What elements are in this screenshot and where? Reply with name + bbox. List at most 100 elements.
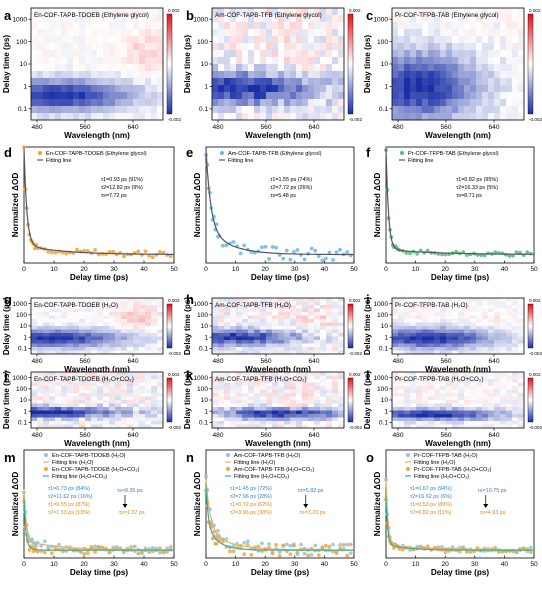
x-tick-label: 10 xyxy=(50,561,58,568)
heatmap-cell xyxy=(115,85,122,93)
heatmap-cell xyxy=(416,22,423,30)
heatmap-cell xyxy=(446,29,453,37)
heatmap-cell xyxy=(37,92,44,100)
heatmap-cell xyxy=(464,424,471,429)
heatmap-cell xyxy=(151,22,158,30)
heatmap-cell xyxy=(133,375,140,380)
heatmap-cell xyxy=(224,8,231,16)
heatmap-cell xyxy=(320,372,327,376)
heatmap-cell xyxy=(260,43,267,51)
heatmap-cell xyxy=(464,99,471,107)
heatmap-cell xyxy=(230,389,237,394)
heatmap-cell xyxy=(296,8,303,16)
heatmap-cell xyxy=(470,50,477,58)
heatmap-cell xyxy=(115,308,122,313)
heatmap-cell xyxy=(254,113,261,121)
heatmap-cell xyxy=(446,400,453,404)
y-tick-label: 1000 xyxy=(12,16,27,23)
heatmap-cell xyxy=(320,57,327,65)
heatmap-cell xyxy=(308,414,315,418)
heatmap-cell xyxy=(290,382,297,387)
heatmap-cell xyxy=(488,386,495,390)
heatmap-cell xyxy=(296,71,303,79)
heatmap-cell xyxy=(230,113,237,121)
heatmap-cell xyxy=(157,326,164,330)
y-axis-label: Normalized ΔOD xyxy=(193,472,202,537)
heatmap-cell xyxy=(404,301,411,306)
heatmap-cell xyxy=(422,319,429,323)
heatmap-cell xyxy=(398,407,405,411)
heatmap-cell xyxy=(97,382,104,387)
heatmap-cell xyxy=(67,343,74,348)
heatmap-cell xyxy=(43,85,50,93)
heatmap-cell xyxy=(37,85,44,93)
heatmap-cell xyxy=(302,333,309,337)
heatmap-cell xyxy=(37,71,44,79)
heatmap-cell xyxy=(278,50,285,58)
heatmap-cell xyxy=(272,106,279,114)
heatmap-cell xyxy=(296,43,303,51)
heatmap-cell xyxy=(452,410,459,415)
heatmap-cell xyxy=(91,393,98,397)
heatmap-cell xyxy=(91,396,98,401)
heatmap-cell xyxy=(476,343,483,348)
heatmap-cell xyxy=(512,382,519,387)
heatmap-cell xyxy=(224,340,231,344)
heatmap-cell xyxy=(85,386,92,390)
heatmap-cell xyxy=(109,326,116,330)
y-tick-label: 1 xyxy=(23,408,27,415)
heatmap-cell xyxy=(157,333,164,337)
heatmap-cell xyxy=(272,71,279,79)
heatmap-cell xyxy=(416,407,423,411)
heatmap-cell xyxy=(91,29,98,37)
heatmap-cell xyxy=(518,379,525,383)
data-point xyxy=(245,542,250,547)
heatmap-cell xyxy=(332,8,339,16)
colorbar xyxy=(166,303,173,349)
heatmap-cell xyxy=(470,336,477,341)
heatmap-cell xyxy=(338,336,345,341)
heatmap-cell xyxy=(127,403,134,408)
heatmap-cell xyxy=(446,375,453,380)
heatmap-cell xyxy=(500,305,507,309)
heatmap-cell xyxy=(314,386,321,390)
heatmap-cell xyxy=(284,92,291,100)
heatmap-cell xyxy=(121,400,128,404)
heatmap-cell xyxy=(236,400,243,404)
heatmap-cell xyxy=(236,350,243,355)
heatmap-cell xyxy=(260,308,267,313)
heatmap-cell xyxy=(314,78,321,86)
heatmap-cell xyxy=(266,350,273,355)
heatmap-cell xyxy=(37,400,44,404)
heatmap-cell xyxy=(73,50,80,58)
heatmap-cell xyxy=(284,393,291,397)
heatmap-cell xyxy=(308,336,315,341)
heatmap-cell xyxy=(49,301,56,306)
data-point xyxy=(42,550,47,555)
heatmap-cell xyxy=(410,308,417,313)
heatmap-cell xyxy=(272,319,279,323)
heatmap-cell xyxy=(236,85,243,93)
heatmap-panel-g: En-COF-TAPB-TDOEB (H₂O)480 560 6400.111010… xyxy=(2,297,181,374)
heatmap-cell xyxy=(398,15,405,23)
heatmap-cell xyxy=(398,322,405,327)
y-axis-label: Normalized ΔOD xyxy=(193,173,202,238)
heatmap-cell xyxy=(296,340,303,344)
heatmap-cell xyxy=(410,312,417,316)
heatmap-cell xyxy=(224,301,231,306)
heatmap-cell xyxy=(248,396,255,401)
heatmap-cell xyxy=(446,92,453,100)
heatmap-cell xyxy=(464,57,471,65)
heatmap-cell xyxy=(290,298,297,302)
heatmap-cell xyxy=(236,319,243,323)
heatmap-cell xyxy=(31,85,38,93)
y-tick-label: 1 xyxy=(384,408,388,415)
heatmap-cell xyxy=(302,85,309,93)
heatmap-cell xyxy=(61,99,68,107)
heatmap-cell xyxy=(392,375,399,380)
heatmap-cell xyxy=(157,113,164,121)
heatmap-cell xyxy=(127,417,134,422)
heatmap-cell xyxy=(392,78,399,86)
heatmap-cell xyxy=(494,308,501,313)
heatmap-cell xyxy=(31,106,38,114)
